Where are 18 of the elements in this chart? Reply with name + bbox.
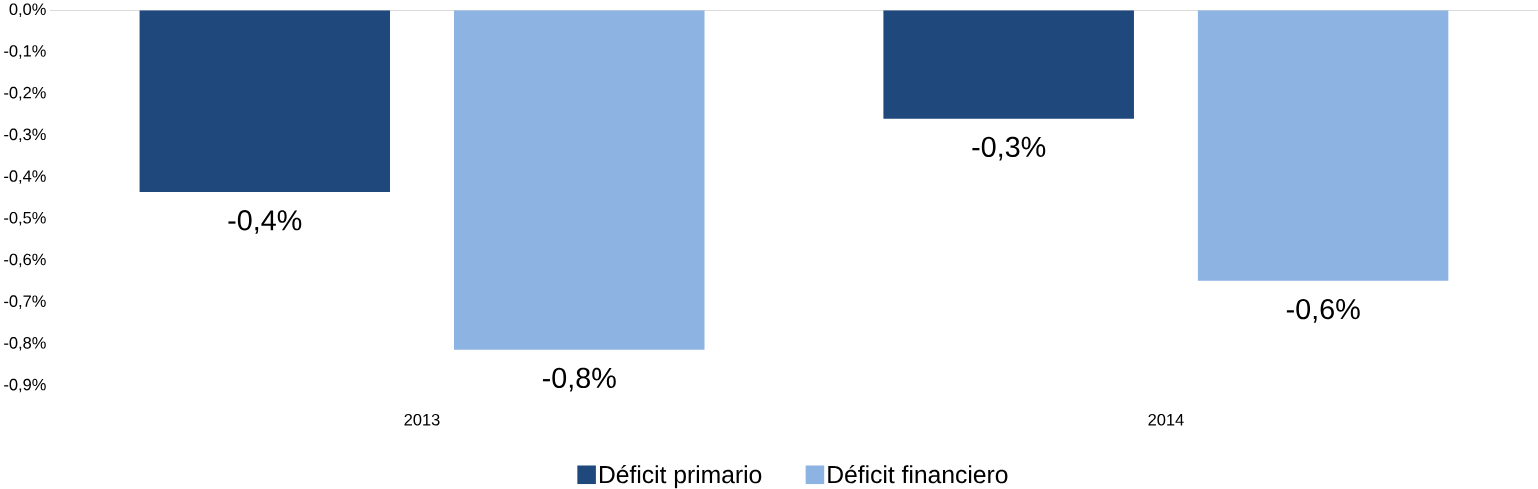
data-label: -0,4% bbox=[228, 210, 302, 234]
data-label: -0,3% bbox=[972, 136, 1046, 161]
x-tick-label: 2014 bbox=[1148, 414, 1184, 426]
y-tick-label: -0,6% bbox=[4, 253, 46, 268]
legend-label: Déficit primario bbox=[599, 465, 762, 489]
y-tick-label: -0,2% bbox=[4, 86, 46, 101]
y-tick-label: -0,8% bbox=[4, 337, 46, 351]
y-tick-label: -0,9% bbox=[4, 378, 46, 393]
y-tick-label: -0,7% bbox=[4, 295, 46, 310]
y-tick-label: 0,0% bbox=[9, 3, 46, 18]
data-label: -0,6% bbox=[1286, 299, 1360, 323]
y-tick-label: -0,5% bbox=[4, 212, 46, 226]
y-tick-label: -0,3% bbox=[4, 128, 46, 143]
legend-label: Déficit financiero bbox=[828, 465, 1008, 484]
x-tick-label: 2013 bbox=[404, 414, 440, 426]
data-label: -0,8% bbox=[542, 367, 616, 392]
y-tick-label: -0,4% bbox=[4, 170, 46, 184]
y-tick-label: -0,1% bbox=[4, 45, 46, 59]
